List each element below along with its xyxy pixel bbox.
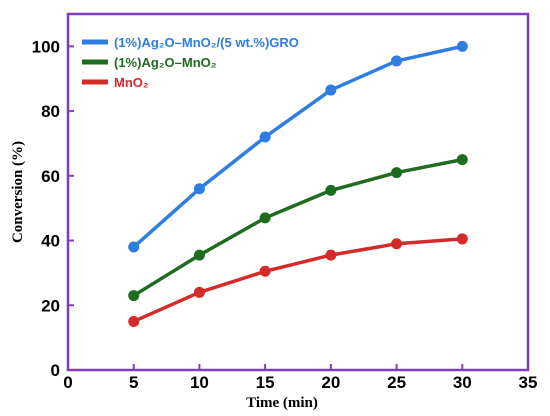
data-point	[128, 290, 140, 302]
legend-label: (1%)Ag₂O–MnO₂/(5 wt.%)GRO	[114, 35, 299, 50]
y-tick-label: 20	[41, 296, 60, 315]
series-line	[132, 44, 463, 249]
series-line	[133, 237, 463, 324]
legend-item: (1%)Ag₂O–MnO₂/(5 wt.%)GRO	[82, 35, 299, 50]
series-line	[132, 157, 463, 298]
data-point	[325, 84, 337, 96]
y-tick-label: 40	[41, 232, 60, 251]
data-point	[193, 286, 205, 298]
data-point	[259, 131, 271, 143]
series-2	[128, 154, 468, 302]
y-tick-label: 100	[32, 37, 60, 56]
data-point	[456, 233, 468, 245]
x-tick-label: 5	[129, 373, 138, 392]
data-point	[391, 167, 403, 179]
y-axis-title: Conversion (%)	[10, 141, 26, 243]
data-point	[193, 183, 205, 195]
x-tick-label: 25	[387, 373, 406, 392]
series-layer	[128, 40, 468, 327]
data-point	[193, 249, 205, 261]
x-tick-label: 15	[256, 373, 275, 392]
data-point	[456, 154, 468, 166]
data-point	[391, 238, 403, 250]
data-point	[128, 241, 140, 253]
x-tick-label: 0	[63, 373, 72, 392]
y-tick-label: 60	[41, 167, 60, 186]
x-axis-ticks: 0 5 10 15 20 25 30 35	[63, 364, 537, 392]
data-point	[259, 212, 271, 224]
data-point	[391, 55, 403, 67]
y-tick-label: 0	[51, 361, 60, 380]
legend-item: MnO₂	[82, 75, 149, 90]
x-tick-label: 30	[453, 373, 472, 392]
legend-label: (1%)Ag₂O–MnO₂	[114, 55, 217, 70]
data-point	[456, 40, 468, 52]
data-point	[259, 265, 271, 277]
series-3	[128, 233, 468, 327]
data-point	[325, 184, 337, 196]
x-axis-title: Time (min)	[246, 395, 318, 411]
x-tick-label: 20	[321, 373, 340, 392]
legend-item: (1%)Ag₂O–MnO₂	[82, 55, 217, 70]
data-point	[128, 315, 140, 327]
y-tick-label: 80	[41, 102, 60, 121]
y-axis-ticks: 0 20 40 60 80 100	[32, 37, 74, 380]
data-point	[325, 249, 337, 261]
plot-frame	[66, 12, 530, 372]
x-tick-label: 10	[190, 373, 209, 392]
series-1	[128, 40, 468, 253]
x-tick-label: 35	[519, 373, 538, 392]
legend: (1%)Ag₂O–MnO₂/(5 wt.%)GRO (1%)Ag₂O–MnO₂ Mn…	[82, 35, 299, 90]
legend-label: MnO₂	[114, 75, 149, 90]
